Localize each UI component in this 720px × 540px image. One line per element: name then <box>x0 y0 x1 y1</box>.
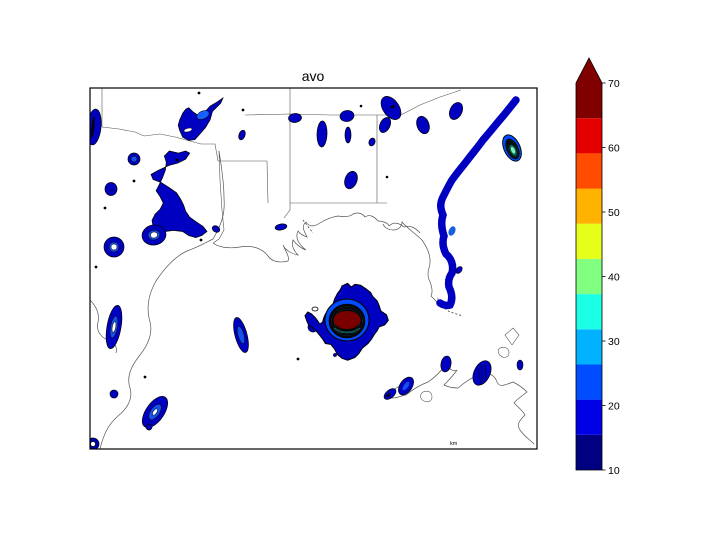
svg-text:70: 70 <box>608 78 620 90</box>
svg-text:10: 10 <box>608 465 620 477</box>
svg-text:40: 40 <box>608 272 620 284</box>
svg-text:avo: avo <box>302 68 325 84</box>
svg-text:60: 60 <box>608 143 620 155</box>
svg-text:km: km <box>450 441 458 447</box>
svg-text:30: 30 <box>608 336 620 348</box>
svg-text:50: 50 <box>608 207 620 219</box>
svg-text:20: 20 <box>608 401 620 413</box>
